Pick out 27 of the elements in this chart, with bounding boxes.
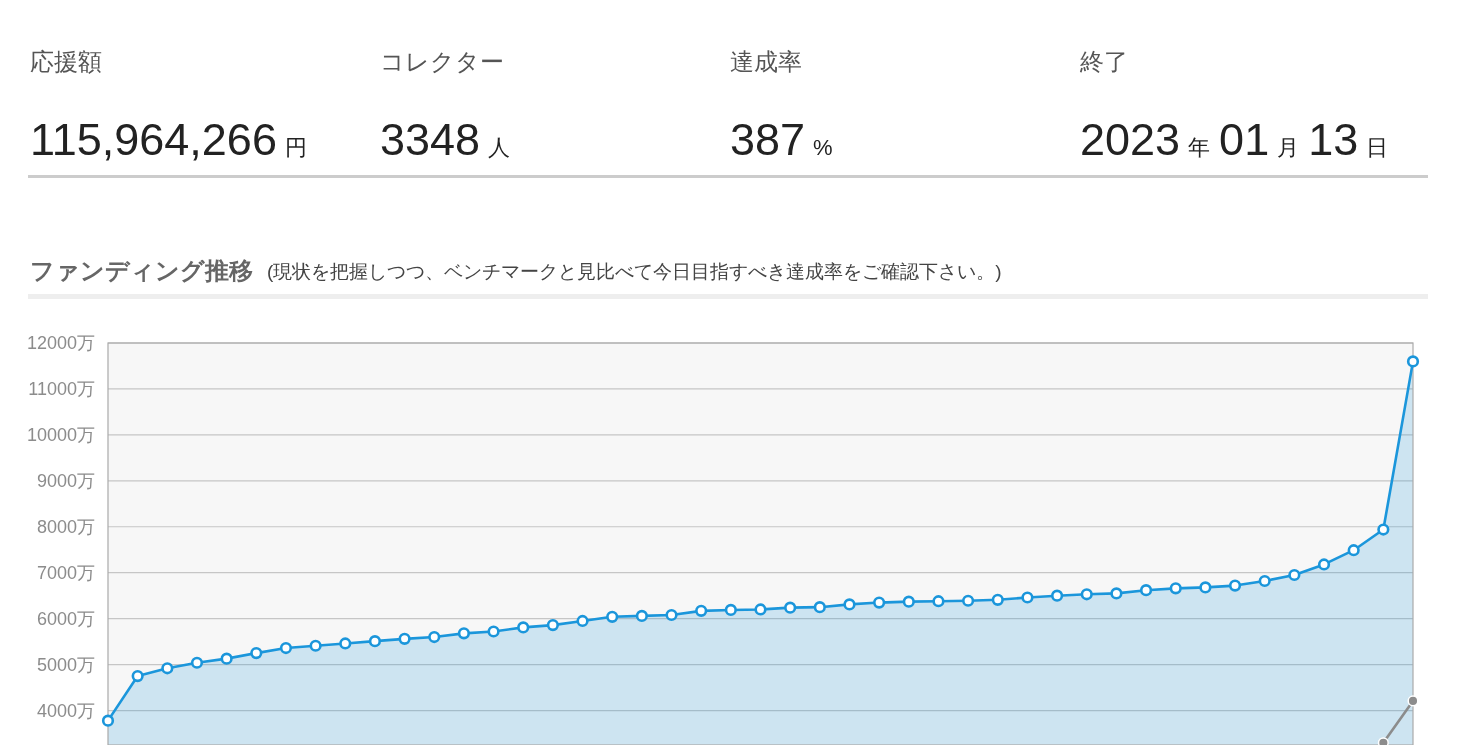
text: 人 — [488, 135, 511, 160]
text: 終了 — [1079, 48, 1128, 75]
y-tick-label: 10000万 — [26, 424, 95, 445]
text: 日 — [1366, 135, 1389, 160]
y-tick-label: 9000万 — [36, 470, 95, 491]
text: 387 — [730, 114, 806, 165]
text: コレクター — [380, 48, 504, 75]
y-tick-label: 8000万 — [36, 516, 95, 537]
chart-subtitle: (現状を把握しつつ、ベンチマークと見比べて今日目指すべき達成率をご確認下さい。) — [267, 261, 1002, 282]
text: 年 — [1188, 135, 1211, 160]
text: 月 — [1277, 135, 1300, 160]
text: 01 — [1219, 114, 1270, 165]
y-tick-label: 7000万 — [36, 562, 95, 583]
text: 115,964,266 — [30, 114, 277, 165]
text: 円 — [284, 135, 307, 160]
y-tick-label: 6000万 — [36, 608, 95, 629]
text: 2023 — [1080, 114, 1181, 165]
text: 達成率 — [730, 48, 802, 75]
y-tick-label: 11000万 — [28, 378, 95, 399]
text: 応援額 — [30, 48, 102, 75]
chart-title: ファンディング推移 — [30, 257, 253, 284]
y-tick-label: 12000万 — [26, 333, 95, 353]
text: % — [813, 135, 833, 160]
y-tick-label: 5000万 — [36, 654, 95, 675]
text: 3348 — [380, 114, 481, 165]
text: 13 — [1308, 114, 1359, 165]
y-tick-label: 4000万 — [36, 700, 95, 721]
